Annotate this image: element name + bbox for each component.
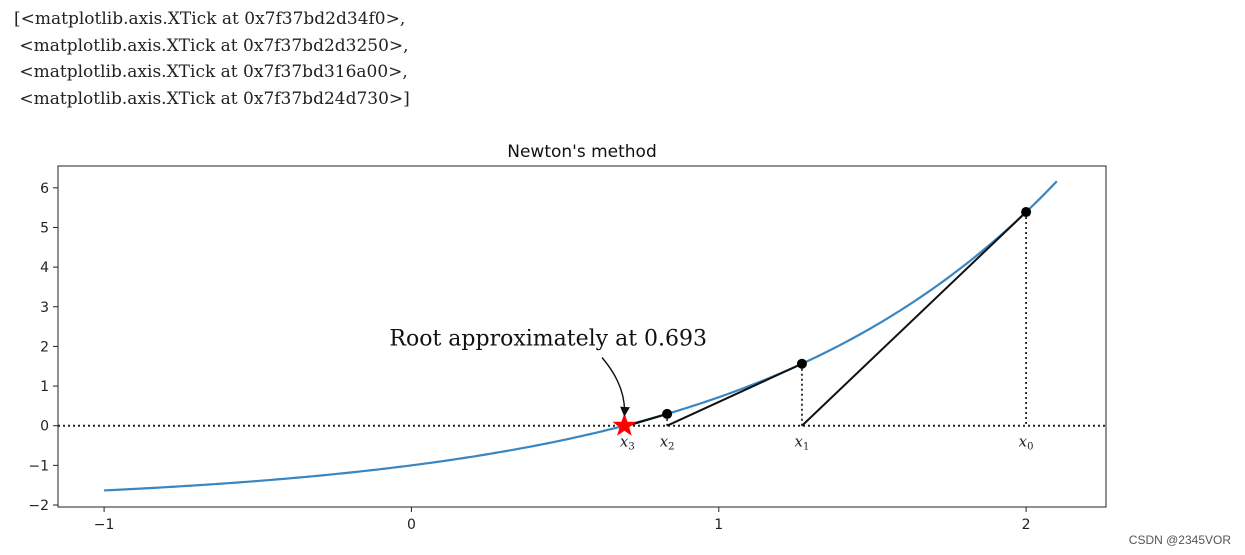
- iteration-label-main: x: [660, 433, 669, 451]
- y-tick-label: 5: [40, 220, 49, 236]
- output-line: [<matplotlib.axis.XTick at 0x7f37bd2d34f…: [14, 9, 406, 29]
- y-tick-label: 4: [40, 260, 49, 276]
- iteration-label-main: x: [620, 433, 629, 451]
- iteration-point: [662, 408, 673, 419]
- output-line: <matplotlib.axis.XTick at 0x7f37bd316a00…: [14, 62, 408, 82]
- root-star-marker: [612, 413, 637, 436]
- iteration-point: [1021, 207, 1032, 218]
- x-tick-label: 2: [1022, 517, 1031, 533]
- iteration-label: x1: [795, 433, 810, 453]
- iteration-label-sub: 2: [668, 442, 674, 453]
- iteration-label: x0: [1019, 433, 1034, 453]
- iteration-label-main: x: [1019, 433, 1028, 451]
- y-tick-label: 2: [40, 339, 49, 355]
- iteration-label-main: x: [795, 433, 804, 451]
- iteration-label: x3: [620, 433, 635, 453]
- watermark: CSDN @2345VOR: [1128, 533, 1231, 547]
- tangent-line: [801, 211, 1027, 427]
- iteration-label: x2: [660, 433, 675, 453]
- tangent-line: [627, 412, 668, 427]
- function-curve: [104, 180, 1058, 492]
- y-tick-label: −2: [28, 498, 49, 514]
- iteration-label-sub: 1: [803, 442, 809, 453]
- y-tick-label: 0: [40, 419, 49, 435]
- y-tick-label: 1: [40, 379, 49, 395]
- iteration-label-sub: 3: [628, 442, 634, 453]
- x-tick-label: 0: [407, 517, 416, 533]
- cell-output-text: [<matplotlib.axis.XTick at 0x7f37bd2d34f…: [14, 6, 410, 112]
- y-tick-label: 3: [40, 300, 49, 316]
- plot-frame: [57, 165, 1107, 508]
- iteration-point: [796, 358, 807, 369]
- iteration-label-sub: 0: [1027, 442, 1033, 453]
- chart-title: Newton's method: [507, 142, 657, 162]
- root-annotation-arrow: [601, 357, 630, 417]
- y-tick-label: 6: [40, 181, 49, 197]
- output-line: <matplotlib.axis.XTick at 0x7f37bd2d3250…: [14, 35, 409, 56]
- root-annotation-text: Root approximately at 0.693: [389, 326, 707, 351]
- output-line: <matplotlib.axis.XTick at 0x7f37bd24d730…: [14, 88, 410, 109]
- x-tick-label: 1: [714, 517, 723, 533]
- y-tick-label: −1: [28, 458, 49, 474]
- x-tick-label: −1: [94, 517, 115, 533]
- tangent-line: [666, 362, 803, 427]
